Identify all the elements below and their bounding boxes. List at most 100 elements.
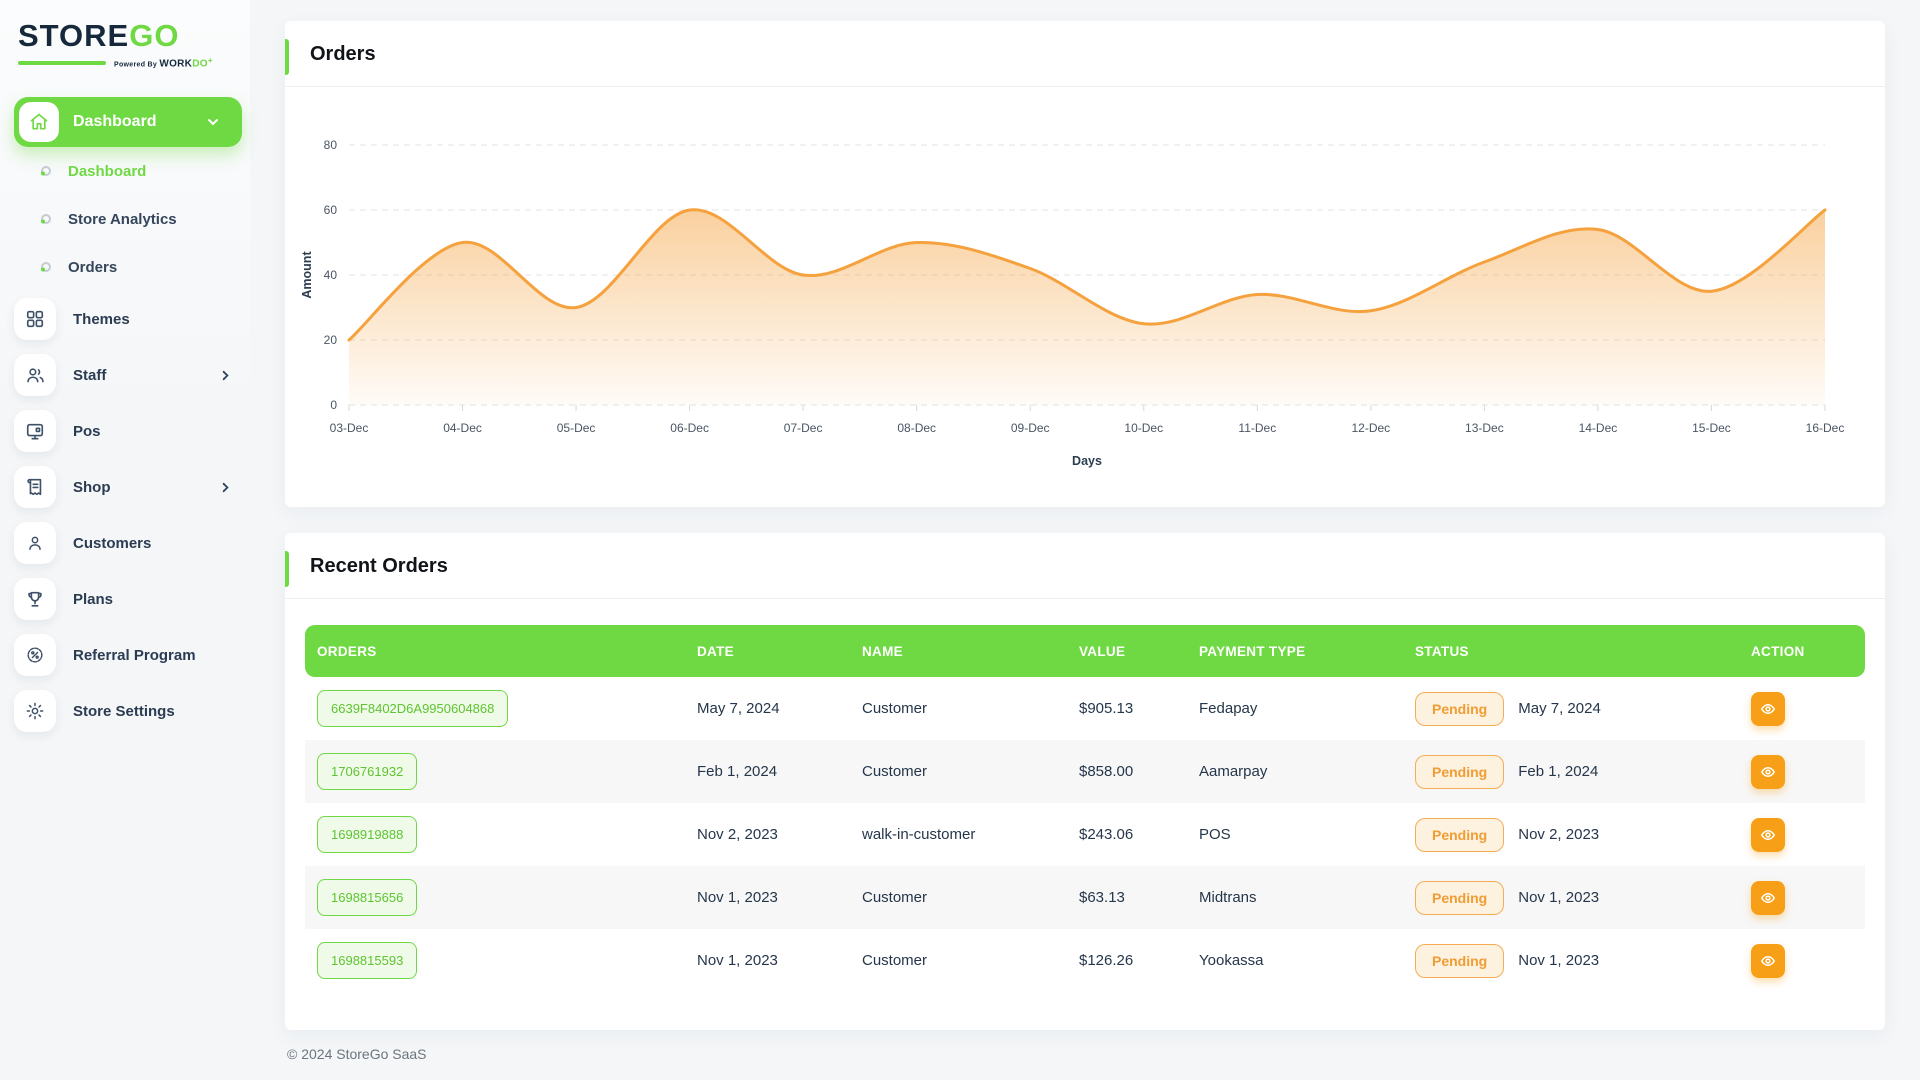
order-id-link[interactable]: 1698815593: [317, 942, 418, 979]
sidebar-item-label: Store Settings: [73, 702, 175, 720]
status-cell: Pending Feb 1, 2024: [1415, 754, 1751, 789]
main-content: Orders 0 20 40 60 80 03-Dec 04-Dec 05-Dec 06-Dec…: [250, 0, 1920, 1080]
action-cell: [1751, 754, 1865, 789]
order-id-link[interactable]: 6639F8402D6A9950604868: [317, 690, 509, 727]
order-id-link[interactable]: 1706761932: [317, 753, 418, 790]
receipt-icon: [14, 466, 56, 509]
sidebar-item-shop[interactable]: Shop: [14, 459, 240, 515]
sidebar-item-store-settings[interactable]: Store Settings: [14, 683, 240, 739]
payment-type-cell: Midtrans: [1199, 889, 1415, 906]
order-date: May 7, 2024: [697, 700, 780, 717]
column-header-date: DATE: [697, 643, 734, 659]
order-value: $243.06: [1079, 826, 1134, 843]
payment-type-cell: Yookassa: [1199, 952, 1415, 969]
sidebar-item-label: Dashboard: [68, 162, 147, 180]
order-date: Feb 1, 2024: [697, 763, 778, 780]
recent-orders-card: Recent Orders ORDERS DATE NAME VALUE PAY…: [285, 533, 1885, 1030]
sidebar-item-plans[interactable]: Plans: [14, 571, 240, 627]
sidebar-item-themes[interactable]: Themes: [14, 291, 240, 347]
svg-text:80: 80: [324, 138, 338, 152]
value-cell: $858.00: [1079, 763, 1199, 780]
table-row: 6639F8402D6A9950604868 May 7, 2024 Custome…: [305, 677, 1865, 740]
sidebar-item-dashboard[interactable]: Dashboard: [14, 147, 240, 195]
svg-text:40: 40: [324, 268, 338, 282]
eye-icon: [1760, 892, 1776, 903]
order-id-cell: 6639F8402D6A9950604868: [305, 690, 697, 727]
svg-text:15-Dec: 15-Dec: [1692, 421, 1731, 435]
table-body: 6639F8402D6A9950604868 May 7, 2024 Custome…: [305, 677, 1865, 992]
column-header-value: VALUE: [1079, 643, 1126, 659]
view-order-button[interactable]: [1751, 691, 1785, 726]
date-cell: Nov 1, 2023: [697, 889, 862, 906]
sidebar-item-label: Customers: [73, 534, 152, 552]
status-badge: Pending: [1415, 817, 1505, 852]
svg-text:03-Dec: 03-Dec: [330, 421, 369, 435]
order-id-cell: 1698919888: [305, 816, 697, 853]
sidebar-item-staff[interactable]: Staff: [14, 347, 240, 403]
table-header-row: ORDERS DATE NAME VALUE PAYMENT TYPE STAT…: [305, 625, 1865, 677]
order-date: Nov 2, 2023: [697, 826, 778, 843]
action-cell: [1751, 880, 1865, 915]
sidebar-item-label: Plans: [73, 590, 114, 608]
date-cell: Nov 2, 2023: [697, 826, 862, 843]
sidebar-group-dashboard[interactable]: Dashboard: [14, 97, 242, 148]
brand-logo[interactable]: STOREGO Powered By WORKDO+: [14, 14, 240, 69]
logo-store: STORE: [18, 18, 130, 53]
date-cell: Nov 1, 2023: [697, 952, 862, 969]
status-date: Nov 1, 2023: [1518, 952, 1600, 969]
sidebar-item-referral-program[interactable]: Referral Program: [14, 627, 240, 683]
action-cell: [1751, 691, 1865, 726]
svg-text:20: 20: [324, 333, 338, 347]
view-order-button[interactable]: [1751, 880, 1785, 915]
svg-text:10-Dec: 10-Dec: [1124, 421, 1163, 435]
powered-by-label: Powered By: [114, 61, 158, 69]
user-icon: [14, 522, 56, 565]
sidebar-item-orders[interactable]: Orders: [14, 243, 240, 291]
home-icon: [19, 102, 59, 143]
grid-icon: [14, 298, 56, 341]
eye-icon: [1760, 766, 1776, 777]
column-header-status: STATUS: [1415, 643, 1469, 659]
discount-badge-icon: [14, 634, 56, 677]
value-cell: $243.06: [1079, 826, 1199, 843]
name-cell: Customer: [862, 763, 1079, 780]
bullet-icon: [40, 213, 52, 225]
payment-type: Yookassa: [1199, 952, 1264, 969]
order-id-link[interactable]: 1698815656: [317, 879, 418, 916]
svg-text:Days: Days: [1072, 454, 1102, 468]
view-order-button[interactable]: [1751, 817, 1785, 852]
logo-underline: [18, 60, 106, 65]
sidebar-item-label: Themes: [73, 310, 130, 328]
order-id-link[interactable]: 1698919888: [317, 816, 418, 853]
order-date: Nov 1, 2023: [697, 952, 778, 969]
powered-by-text: Powered By WORKDO+: [114, 56, 213, 69]
customer-name: walk-in-customer: [862, 826, 976, 843]
pos-icon: [14, 410, 56, 453]
sidebar-item-label: Staff: [73, 366, 107, 384]
chevron-down-icon: [206, 115, 220, 129]
name-cell: walk-in-customer: [862, 826, 1079, 843]
action-cell: [1751, 817, 1865, 852]
value-cell: $63.13: [1079, 889, 1199, 906]
status-date: May 7, 2024: [1518, 700, 1601, 717]
orders-chart-card: Orders 0 20 40 60 80 03-Dec 04-Dec 05-Dec 06-Dec…: [285, 21, 1885, 507]
payment-type: Aamarpay: [1199, 763, 1268, 780]
status-cell: Pending Nov 1, 2023: [1415, 943, 1751, 978]
svg-text:08-Dec: 08-Dec: [897, 421, 936, 435]
column-header-action: ACTION: [1751, 643, 1805, 659]
date-cell: Feb 1, 2024: [697, 763, 862, 780]
svg-text:05-Dec: 05-Dec: [557, 421, 596, 435]
view-order-button[interactable]: [1751, 754, 1785, 789]
chevron-right-icon: [219, 481, 232, 494]
name-cell: Customer: [862, 889, 1079, 906]
sidebar-item-customers[interactable]: Customers: [14, 515, 240, 571]
svg-text:0: 0: [330, 398, 337, 412]
sidebar-item-store-analytics[interactable]: Store Analytics: [14, 195, 240, 243]
table-row: 1706761932 Feb 1, 2024 Customer $858.00 Aama…: [305, 740, 1865, 803]
sidebar-item-pos[interactable]: Pos: [14, 403, 240, 459]
status-badge: Pending: [1415, 880, 1505, 915]
view-order-button[interactable]: [1751, 943, 1785, 978]
accent-bar: [285, 39, 289, 75]
status-cell: Pending Nov 2, 2023: [1415, 817, 1751, 852]
order-id-cell: 1706761932: [305, 753, 697, 790]
